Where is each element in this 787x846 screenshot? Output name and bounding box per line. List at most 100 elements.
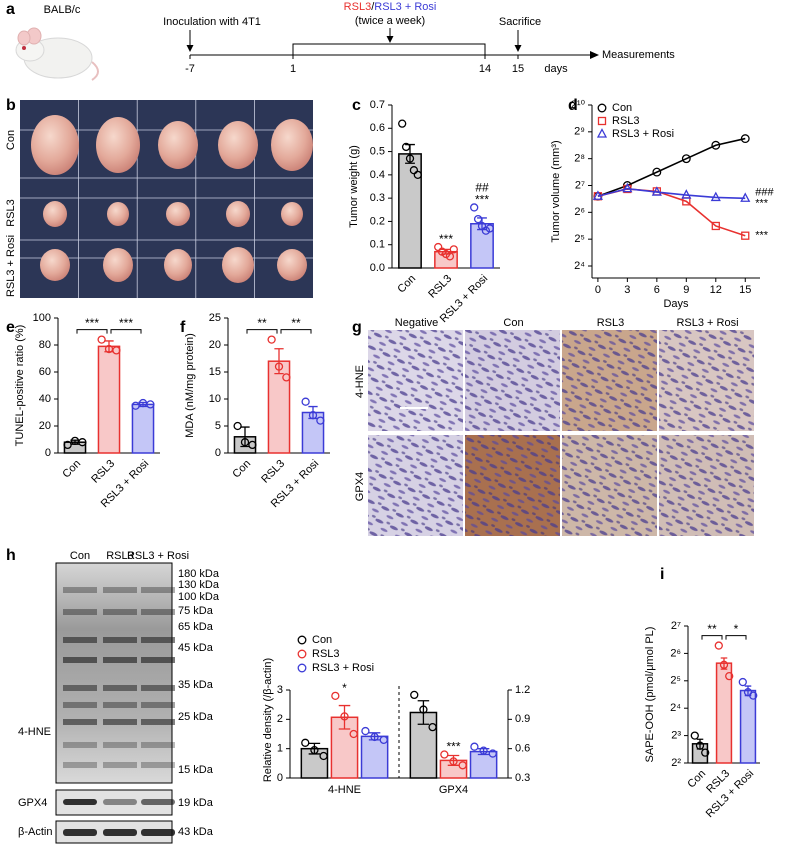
tumor	[107, 202, 129, 226]
significance: **	[257, 316, 267, 330]
data-point	[413, 170, 422, 180]
treatment-part: RSL3	[344, 1, 372, 13]
data-point	[319, 751, 328, 761]
data-point	[310, 745, 319, 755]
y-tick-label: 0.3	[515, 772, 530, 784]
arrowhead	[514, 45, 522, 52]
y-tick-label: 20	[39, 420, 51, 432]
blot-band	[63, 719, 97, 725]
data-point	[740, 192, 751, 202]
legend-marker	[297, 663, 307, 673]
y-tick-label: 15	[209, 366, 221, 378]
data-point	[740, 134, 750, 144]
micrograph-texture	[368, 435, 463, 536]
significance: ***	[119, 316, 133, 330]
bar	[360, 735, 389, 779]
y-tick-label: 2⁹	[574, 126, 585, 138]
y-tick-label: 1	[277, 743, 283, 755]
row-label: RSL3 + Rosi	[5, 235, 17, 297]
column-label: Con	[503, 317, 523, 329]
blot-band	[141, 762, 175, 768]
column-label: Negative	[395, 317, 438, 329]
data-point	[240, 438, 250, 447]
significance: ***	[475, 193, 489, 207]
column-label: RSL3	[597, 317, 625, 329]
y-tick-label: 20	[209, 339, 221, 351]
blot-band	[141, 829, 175, 836]
x-tick-label: 3	[624, 284, 630, 296]
y-tick-label: 0.6	[370, 122, 385, 134]
blot-band	[63, 702, 97, 708]
legend-label: RSL3 + Rosi	[612, 128, 674, 140]
x-tick-label: 12	[710, 284, 722, 296]
y-tick-label: 2⁵	[574, 233, 585, 245]
data-point	[725, 671, 734, 681]
data-point	[63, 440, 72, 450]
bracket	[292, 43, 486, 55]
blot-band	[141, 685, 175, 691]
data-point	[405, 154, 415, 163]
tumor	[164, 249, 192, 281]
tumor	[222, 247, 254, 283]
y-tick-label: 0.4	[370, 169, 385, 181]
x-tick-label: RSL3	[426, 273, 454, 301]
data-point	[316, 416, 325, 425]
blot-band	[141, 657, 175, 663]
panel-label: f	[180, 319, 186, 336]
y-tick-label: 2⁴	[670, 702, 681, 714]
y-axis-title: Relative density (/β-actin)	[262, 658, 274, 782]
legend-label: RSL3	[312, 648, 340, 660]
column-label: RSL3 + Rosi	[676, 317, 738, 329]
bar	[131, 403, 155, 454]
y-tick-label: 3	[277, 684, 283, 696]
x-tick-label: 4-HNE	[328, 784, 361, 796]
data-point	[690, 731, 699, 740]
data-point	[470, 742, 479, 751]
y-tick-label: 2⁸	[574, 153, 585, 165]
trend-line	[597, 188, 746, 237]
mouse-ear	[17, 30, 31, 46]
tumor	[40, 249, 70, 281]
bar	[469, 750, 498, 779]
marker-label: 100 kDa	[178, 591, 220, 603]
row-label: 4-HNE	[354, 365, 366, 398]
lane-label: Con	[70, 550, 90, 562]
data-point	[651, 186, 662, 196]
data-point	[695, 741, 705, 750]
data-point	[741, 231, 750, 240]
data-point	[445, 252, 455, 261]
bar	[267, 360, 291, 454]
data-point	[267, 335, 276, 344]
data-point	[370, 732, 379, 742]
frequency: (twice a week)	[355, 15, 425, 27]
y-tick-label: 2²	[671, 757, 681, 769]
blot-band	[63, 587, 97, 593]
panel-label: g	[352, 319, 362, 336]
mouse-eye	[22, 46, 26, 50]
data-point	[410, 690, 419, 700]
data-point	[282, 373, 291, 382]
arrowhead	[590, 51, 599, 59]
data-point	[428, 723, 437, 732]
panel-label: d	[568, 97, 578, 114]
data-point	[419, 705, 428, 714]
y-tick-label: 2	[277, 713, 283, 725]
marker-label: 65 kDa	[178, 621, 214, 633]
comparison-bracket	[76, 329, 108, 334]
y-tick-label: 2⁵	[670, 675, 681, 687]
y-tick-label: 2¹⁰	[571, 99, 586, 111]
blot-band	[141, 742, 175, 748]
marker-label: 25 kDa	[178, 711, 214, 723]
blot-band	[103, 657, 137, 663]
row-label: GPX4	[18, 797, 47, 809]
bar	[715, 662, 733, 764]
size-label: 19 kDa	[178, 797, 214, 809]
blot-band	[63, 637, 97, 643]
y-tick-label: 10	[209, 393, 221, 405]
data-point	[112, 346, 121, 355]
micrograph-texture	[659, 435, 754, 536]
blot-band	[63, 829, 97, 836]
x-tick-label: 9	[683, 284, 689, 296]
y-tick-label: 2³	[671, 730, 681, 742]
